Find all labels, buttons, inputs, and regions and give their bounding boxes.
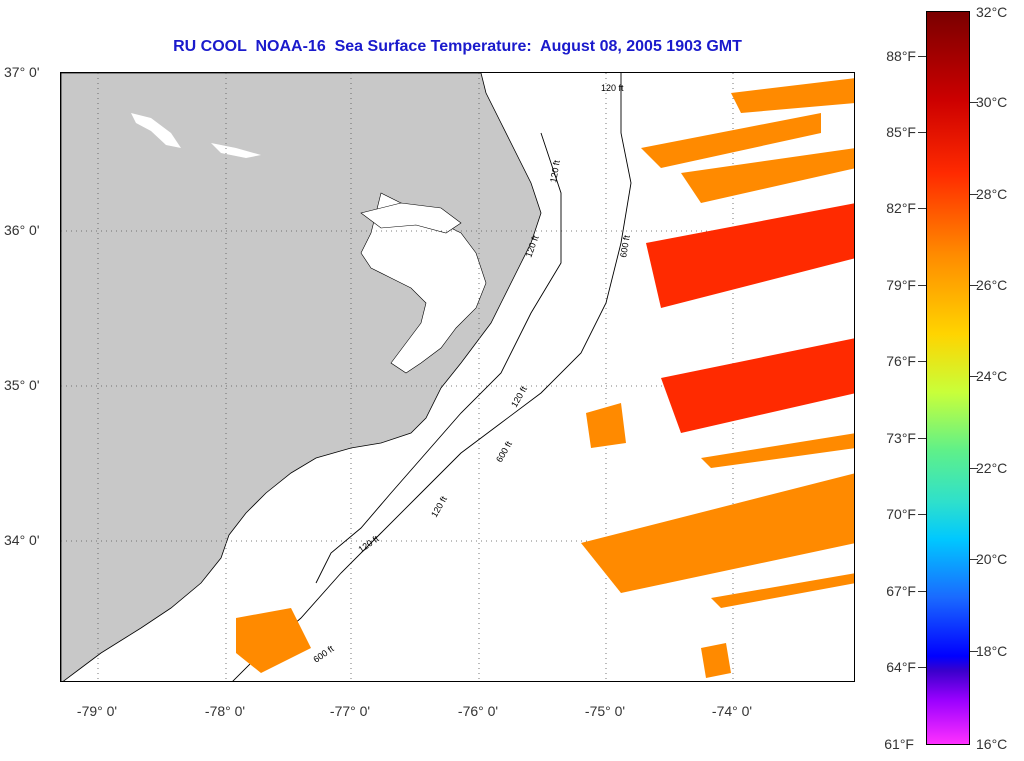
colorbar-c-label: 20°C (976, 551, 1008, 567)
lat-label-37: 37° 0' (4, 64, 40, 80)
contour-label: 120 ft (429, 494, 449, 519)
colorbar-f-label: 82°F (886, 200, 916, 216)
lon-label-74: -74° 0' (711, 703, 753, 719)
land-north-carolina (61, 73, 542, 681)
lon-label-79: -79° 0' (76, 703, 118, 719)
colorbar-tick (918, 132, 926, 133)
lake-upper (131, 113, 181, 148)
colorbar-c-label: 16°C (976, 736, 1008, 752)
colorbar-c-label: 26°C (976, 277, 1008, 293)
colorbar-tick (970, 376, 978, 377)
colorbar-tick (970, 559, 978, 560)
colorbar-tick (918, 56, 926, 57)
map-canvas: 120 ft 120 ft 120 ft 600 ft 120 ft 600 f… (61, 73, 854, 681)
colorbar-f-label: 70°F (886, 506, 916, 522)
lat-label-34: 34° 0' (4, 532, 40, 548)
colorbar-tick (918, 438, 926, 439)
lake-right (211, 143, 261, 158)
colorbar-c-label: 18°C (976, 643, 1008, 659)
lon-label-76: -76° 0' (457, 703, 499, 719)
colorbar-f-label: 76°F (886, 353, 916, 369)
colorbar-f-label: 79°F (886, 277, 916, 293)
colorbar-tick (970, 285, 978, 286)
contour-label: 120 ft (509, 384, 529, 409)
colorbar-f-label: 67°F (886, 583, 916, 599)
contour-label: 120 ft (548, 159, 562, 183)
lon-label-78: -78° 0' (204, 703, 246, 719)
colorbar-c-label: 22°C (976, 460, 1008, 476)
colorbar-tick (970, 102, 978, 103)
contour-label: 120 ft (601, 83, 624, 93)
colorbar-tick (918, 361, 926, 362)
temperature-colorbar (926, 11, 970, 745)
contour-label: 600 ft (311, 643, 336, 664)
map-title: RU COOL NOAA-16 Sea Surface Temperature:… (173, 38, 742, 55)
lon-label-75: -75° 0' (584, 703, 626, 719)
colorbar-tick (970, 468, 978, 469)
colorbar-c-label: 24°C (976, 368, 1008, 384)
colorbar-tick (970, 651, 978, 652)
colorbar-c-label: 28°C (976, 186, 1008, 202)
lon-label-77: -77° 0' (329, 703, 371, 719)
sst-data (236, 78, 854, 678)
albemarle-sound (360, 202, 462, 234)
colorbar-tick (918, 667, 926, 668)
colorbar-tick (970, 194, 978, 195)
colorbar-tick (918, 208, 926, 209)
contour-label: 600 ft (494, 439, 514, 464)
pamlico-sound (360, 192, 487, 374)
colorbar-c-label: 30°C (976, 94, 1008, 110)
colorbar-f-label: 61°F (884, 736, 914, 752)
colorbar-f-label: 73°F (886, 430, 916, 446)
lat-label-35: 35° 0' (4, 377, 40, 393)
colorbar-tick (918, 591, 926, 592)
colorbar-f-label: 88°F (886, 48, 916, 64)
colorbar-f-label: 64°F (886, 659, 916, 675)
colorbar-tick (918, 514, 926, 515)
colorbar-tick (918, 285, 926, 286)
colorbar-f-label: 85°F (886, 124, 916, 140)
depth-contours (232, 73, 632, 681)
colorbar-c-label: 32°C (976, 4, 1008, 20)
sst-map[interactable]: 120 ft 120 ft 120 ft 600 ft 120 ft 600 f… (60, 72, 855, 682)
lat-label-36: 36° 0' (4, 222, 40, 238)
contour-label: 600 ft (618, 234, 632, 258)
